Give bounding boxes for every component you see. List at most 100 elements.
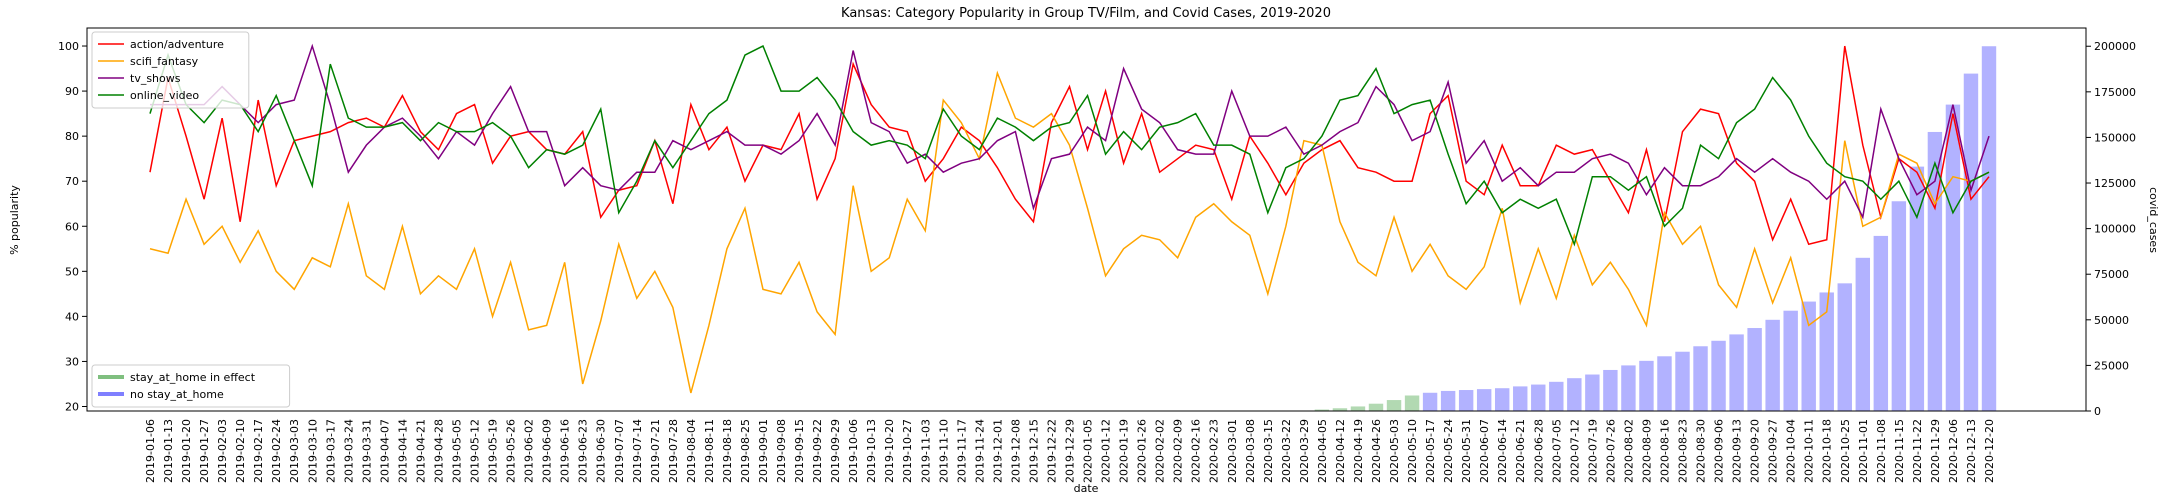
- chart-title: Kansas: Category Popularity in Group TV/…: [841, 6, 1331, 21]
- x-tick-label: 2020-04-19: [1352, 419, 1365, 483]
- y2-tick-label: 100000: [2094, 223, 2136, 236]
- bar: [1350, 406, 1366, 411]
- x-tick-label: 2019-11-10: [937, 419, 950, 483]
- bar: [1981, 46, 1997, 411]
- x-tick-label: 2019-10-06: [847, 419, 860, 483]
- bar: [1639, 360, 1654, 411]
- line: [149, 45, 1990, 246]
- x-tick-label: 2020-05-17: [1424, 419, 1437, 483]
- bar: [1891, 201, 1907, 411]
- x-tick-label: 2020-01-26: [1136, 419, 1149, 483]
- x-tick-label: 2020-03-29: [1298, 419, 1311, 483]
- bar: [1657, 356, 1672, 411]
- bar: [1531, 384, 1546, 411]
- x-tick-label: 2020-09-13: [1731, 419, 1744, 483]
- bar: [1585, 374, 1600, 411]
- x-tick-label: 2020-03-01: [1226, 419, 1239, 483]
- x-tick-label: 2019-12-01: [991, 419, 1004, 483]
- x-tick-label: 2019-03-10: [306, 419, 319, 483]
- x-tick-label: 2019-07-07: [613, 419, 626, 483]
- x-tick-label: 2020-03-08: [1244, 419, 1257, 483]
- x-tick-label: 2019-10-13: [865, 419, 878, 483]
- bar: [1494, 388, 1510, 411]
- legend-box: [91, 364, 291, 408]
- x-tick-label: 2019-08-25: [739, 419, 752, 483]
- bar: [1855, 257, 1871, 411]
- y-tick-label: 50: [65, 265, 79, 278]
- x-tick-label: 2019-09-08: [775, 419, 788, 483]
- x-tick-label: 2020-05-31: [1460, 419, 1473, 483]
- x-tick-label: 2020-10-18: [1821, 419, 1834, 483]
- bar: [1440, 390, 1456, 411]
- y2-tick-label: 75000: [2094, 268, 2129, 281]
- bar: [1422, 392, 1438, 411]
- bar: [1963, 73, 1979, 411]
- bar: [1693, 346, 1708, 411]
- legend: action/adventure scifi_fantasy tv_showsonl…: [91, 31, 250, 109]
- y2-tick-label: 125000: [2094, 177, 2136, 190]
- line: [149, 70, 1990, 394]
- y2-tick-label: 50000: [2094, 314, 2129, 327]
- x-tick-label: 2019-08-04: [685, 419, 698, 483]
- x-tick-label: 2020-12-06: [1947, 419, 1960, 483]
- bar: [1819, 292, 1834, 411]
- x-tick-label: 2020-09-20: [1749, 419, 1762, 483]
- x-tick-label: 2019-03-03: [288, 419, 301, 483]
- y2-tick-label: 150000: [2094, 131, 2136, 144]
- legend-box: [91, 31, 250, 109]
- x-tick-label: 2020-02-02: [1154, 419, 1167, 483]
- x-tick-label: 2020-06-07: [1478, 419, 1491, 483]
- legend-label: action/adventure: [130, 38, 224, 51]
- bar: [1711, 340, 1726, 411]
- bar: [1801, 301, 1816, 411]
- x-axis-label: date: [1074, 482, 1099, 495]
- x-tick-label: 2020-05-24: [1442, 419, 1455, 483]
- x-tick-label: 2020-02-09: [1172, 419, 1185, 483]
- x-tick-label: 2019-08-11: [703, 419, 716, 483]
- bar: [1603, 369, 1618, 411]
- x-tick-label: 2019-10-20: [883, 419, 896, 483]
- x-tick-label: 2020-11-29: [1929, 419, 1942, 483]
- x-tick-label: 2020-06-14: [1496, 419, 1509, 483]
- x-tick-label: 2020-08-16: [1658, 419, 1671, 483]
- bar: [1314, 409, 1330, 411]
- x-tick-label: 2019-02-03: [216, 419, 229, 483]
- legend-label: stay_at_home in effect: [130, 371, 256, 384]
- x-tick-label: 2019-04-14: [396, 419, 409, 483]
- bar: [1873, 235, 1889, 411]
- y-tick-label: 30: [65, 355, 79, 368]
- x-tick-label: 2019-05-19: [487, 419, 500, 483]
- x-tick-label: 2020-11-08: [1875, 419, 1888, 483]
- x-tick-label: 2020-10-25: [1839, 419, 1852, 483]
- x-tick-label: 2020-07-26: [1604, 419, 1617, 483]
- x-tick-label: 2020-04-05: [1316, 419, 1329, 483]
- y2-tick-label: 0: [2094, 405, 2101, 418]
- x-tick-label: 2020-04-26: [1370, 419, 1383, 483]
- bar-layer: [1314, 46, 1997, 411]
- x-tick-label: 2019-06-23: [577, 419, 590, 483]
- bar-legend: stay_at_home in effect no stay_at_home: [91, 364, 291, 408]
- bar: [1945, 104, 1961, 411]
- legend-label: scifi_fantasy: [130, 55, 199, 68]
- bar: [1476, 389, 1492, 411]
- x-tick-label: 2019-02-10: [234, 419, 247, 483]
- y-tick-label: 40: [65, 310, 79, 323]
- x-tick-label: 2019-01-20: [180, 419, 193, 483]
- x-tick-label: 2020-11-01: [1857, 419, 1870, 483]
- plot-frame: [86, 27, 2087, 412]
- x-tick-label: 2019-02-17: [252, 419, 265, 483]
- bar: [1513, 386, 1528, 411]
- bar: [1837, 283, 1852, 411]
- x-tick-label: 2019-01-06: [144, 419, 157, 483]
- x-tick-label: 2020-02-16: [1190, 419, 1203, 483]
- x-tick-label: 2019-06-30: [595, 419, 608, 483]
- x-tick-label: 2019-11-03: [919, 419, 932, 483]
- x-tick-label: 2020-05-03: [1388, 419, 1401, 483]
- y2-tick-label: 200000: [2094, 40, 2136, 53]
- x-tick-label: 2020-03-15: [1262, 419, 1275, 483]
- x-tick-label: 2019-10-27: [901, 419, 914, 483]
- y-tick-label: 90: [65, 85, 79, 98]
- x-tick-label: 2019-07-21: [649, 419, 662, 483]
- x-tick-label: 2019-02-24: [270, 419, 283, 483]
